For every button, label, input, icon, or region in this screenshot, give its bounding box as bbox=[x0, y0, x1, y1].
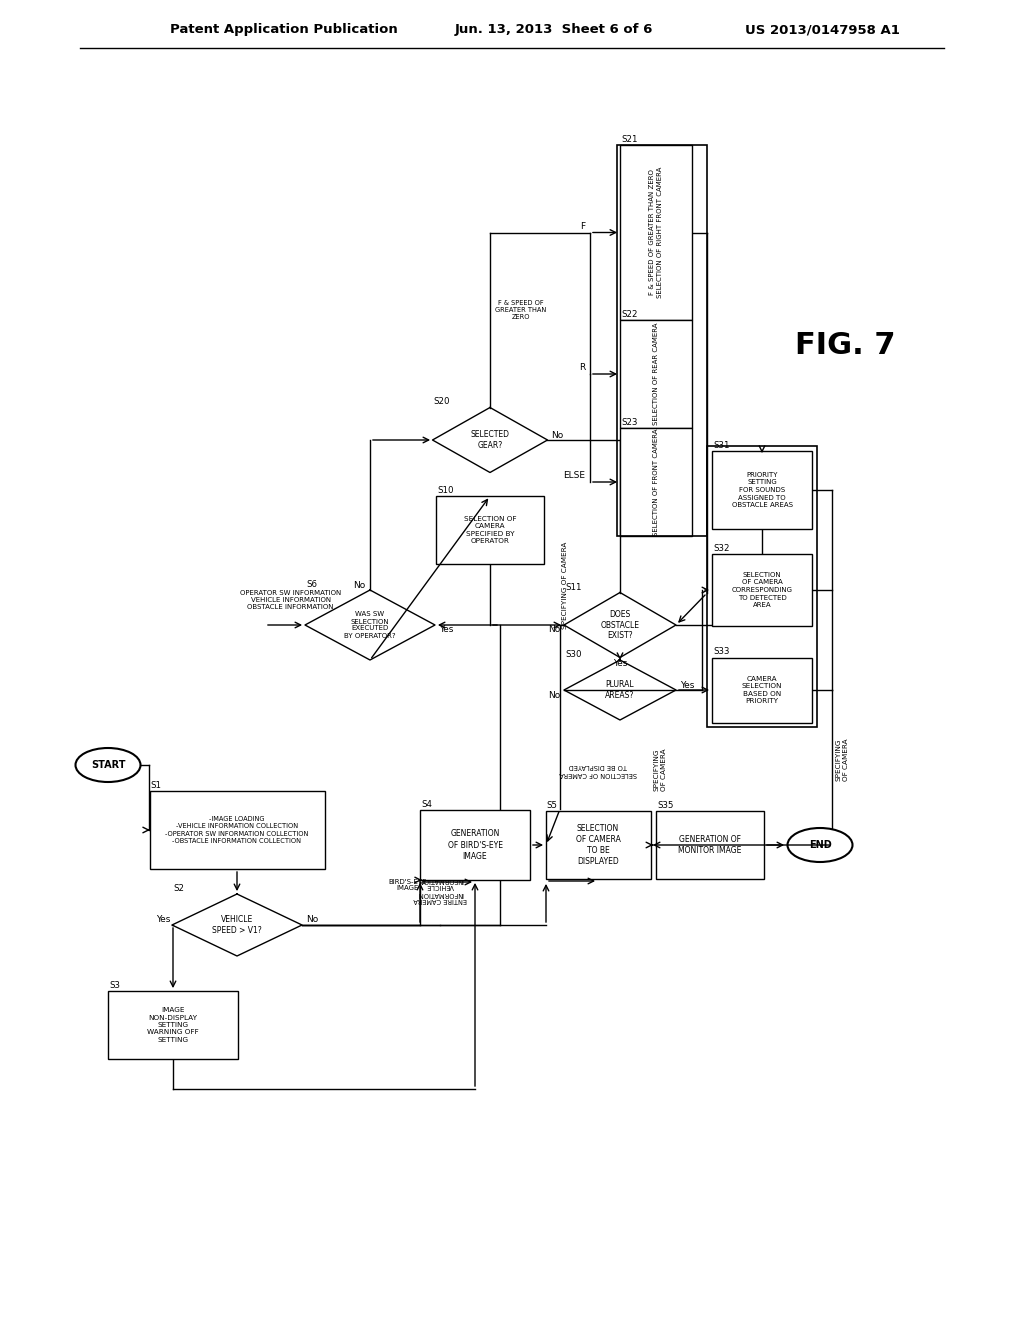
Text: FIG. 7: FIG. 7 bbox=[795, 330, 895, 359]
Text: Yes: Yes bbox=[612, 659, 627, 668]
Text: S20: S20 bbox=[433, 397, 450, 407]
Text: Yes: Yes bbox=[439, 626, 454, 635]
Text: OPERATOR SW INFORMATION
VEHICLE INFORMATION
OBSTACLE INFORMATION: OPERATOR SW INFORMATION VEHICLE INFORMAT… bbox=[240, 590, 341, 610]
Text: WAS SW
SELECTION
EXECUTED
BY OPERATOR?: WAS SW SELECTION EXECUTED BY OPERATOR? bbox=[344, 611, 396, 639]
Text: ELSE: ELSE bbox=[563, 471, 585, 480]
Bar bbox=[620, 145, 692, 319]
Text: SELECTION OF
CAMERA
SPECIFIED BY
OPERATOR: SELECTION OF CAMERA SPECIFIED BY OPERATO… bbox=[464, 516, 516, 544]
Ellipse shape bbox=[76, 748, 140, 781]
Bar bbox=[712, 554, 812, 626]
Text: Patent Application Publication: Patent Application Publication bbox=[170, 24, 397, 37]
Bar bbox=[707, 446, 817, 727]
Bar bbox=[617, 145, 707, 536]
Text: S11: S11 bbox=[565, 582, 582, 591]
Text: No: No bbox=[548, 690, 560, 700]
Text: Yes: Yes bbox=[156, 915, 170, 924]
Bar bbox=[108, 991, 238, 1059]
Text: PLURAL
AREAS?: PLURAL AREAS? bbox=[605, 680, 635, 700]
Text: SPECIFYING
OF CAMERA: SPECIFYING OF CAMERA bbox=[836, 739, 849, 781]
Text: CAMERA
SELECTION
BASED ON
PRIORITY: CAMERA SELECTION BASED ON PRIORITY bbox=[741, 676, 782, 705]
Bar bbox=[656, 810, 764, 879]
Text: S33: S33 bbox=[713, 648, 729, 656]
Text: No: No bbox=[551, 430, 563, 440]
Text: SELECTION
OF CAMERA
CORRESPONDING
TO DETECTED
AREA: SELECTION OF CAMERA CORRESPONDING TO DET… bbox=[731, 572, 793, 609]
Text: IMAGE
NON-DISPLAY
SETTING
WARNING OFF
SETTING: IMAGE NON-DISPLAY SETTING WARNING OFF SE… bbox=[147, 1007, 199, 1043]
Text: SELECTION
OF CAMERA
TO BE
DISPLAYED: SELECTION OF CAMERA TO BE DISPLAYED bbox=[575, 824, 621, 866]
Text: START: START bbox=[91, 760, 125, 770]
Text: S30: S30 bbox=[565, 649, 582, 659]
Text: S22: S22 bbox=[621, 310, 638, 319]
Bar bbox=[546, 810, 650, 879]
Text: S3: S3 bbox=[109, 981, 120, 990]
Text: S10: S10 bbox=[437, 486, 454, 495]
Text: S31: S31 bbox=[713, 441, 729, 450]
Text: R: R bbox=[579, 363, 585, 372]
Text: S1: S1 bbox=[151, 781, 162, 789]
Text: S2: S2 bbox=[173, 884, 184, 894]
Text: No: No bbox=[352, 581, 365, 590]
Text: PRIORITY
SETTING
FOR SOUNDS
ASSIGNED TO
OBSTACLE AREAS: PRIORITY SETTING FOR SOUNDS ASSIGNED TO … bbox=[731, 473, 793, 508]
Text: GENERATION OF
MONITOR IMAGE: GENERATION OF MONITOR IMAGE bbox=[678, 836, 741, 855]
Bar bbox=[620, 428, 692, 536]
Text: SELECTION OF FRONT CAMERA: SELECTION OF FRONT CAMERA bbox=[653, 428, 659, 536]
Bar bbox=[420, 810, 530, 880]
Text: F & SPEED OF GREATER THAN ZERO
SELECTION OF RIGHT FRONT CAMERA: F & SPEED OF GREATER THAN ZERO SELECTION… bbox=[649, 166, 663, 298]
Bar bbox=[620, 319, 692, 428]
Bar bbox=[436, 496, 544, 564]
Text: BIRD'S-EYE
IMAGE: BIRD'S-EYE IMAGE bbox=[389, 879, 427, 891]
Text: S6: S6 bbox=[306, 579, 317, 589]
Text: SPECIFYING OF CAMERA: SPECIFYING OF CAMERA bbox=[562, 541, 568, 628]
Text: END: END bbox=[809, 840, 831, 850]
Text: DOES
OBSTACLE
EXIST?: DOES OBSTACLE EXIST? bbox=[600, 610, 640, 640]
Text: ENTIRE CAMERA
INFORMATION
VEHICLE
INFORMATION: ENTIRE CAMERA INFORMATION VEHICLE INFORM… bbox=[414, 876, 467, 903]
Text: S21: S21 bbox=[621, 135, 638, 144]
Ellipse shape bbox=[787, 828, 853, 862]
Text: S35: S35 bbox=[657, 801, 674, 810]
Text: F & SPEED OF
GREATER THAN
ZERO: F & SPEED OF GREATER THAN ZERO bbox=[495, 300, 546, 319]
Text: GENERATION
OF BIRD'S-EYE
IMAGE: GENERATION OF BIRD'S-EYE IMAGE bbox=[447, 829, 503, 861]
Text: VEHICLE
SPEED > V1?: VEHICLE SPEED > V1? bbox=[212, 915, 262, 935]
Text: S5: S5 bbox=[547, 801, 557, 810]
Text: US 2013/0147958 A1: US 2013/0147958 A1 bbox=[745, 24, 900, 37]
Text: No: No bbox=[306, 915, 318, 924]
Text: SELECTION OF REAR CAMERA: SELECTION OF REAR CAMERA bbox=[653, 323, 659, 425]
Bar bbox=[712, 451, 812, 529]
Text: SPECIFYING
OF CAMERA: SPECIFYING OF CAMERA bbox=[653, 748, 667, 791]
Text: Yes: Yes bbox=[680, 681, 694, 689]
Text: S32: S32 bbox=[713, 544, 729, 553]
Text: No: No bbox=[548, 626, 560, 635]
Text: S4: S4 bbox=[421, 800, 432, 809]
Text: Jun. 13, 2013  Sheet 6 of 6: Jun. 13, 2013 Sheet 6 of 6 bbox=[455, 24, 653, 37]
Text: SELECTION OF CAMERA
TO BE DISPLAYED: SELECTION OF CAMERA TO BE DISPLAYED bbox=[559, 763, 637, 776]
Text: S23: S23 bbox=[621, 418, 638, 426]
Text: F: F bbox=[580, 222, 585, 231]
Bar bbox=[150, 791, 325, 869]
Text: SELECTED
GEAR?: SELECTED GEAR? bbox=[470, 430, 510, 450]
Bar bbox=[712, 657, 812, 722]
Text: -IMAGE LOADING
-VEHICLE INFORMATION COLLECTION
-OPERATOR SW INFORMATION COLLECTI: -IMAGE LOADING -VEHICLE INFORMATION COLL… bbox=[165, 816, 308, 845]
